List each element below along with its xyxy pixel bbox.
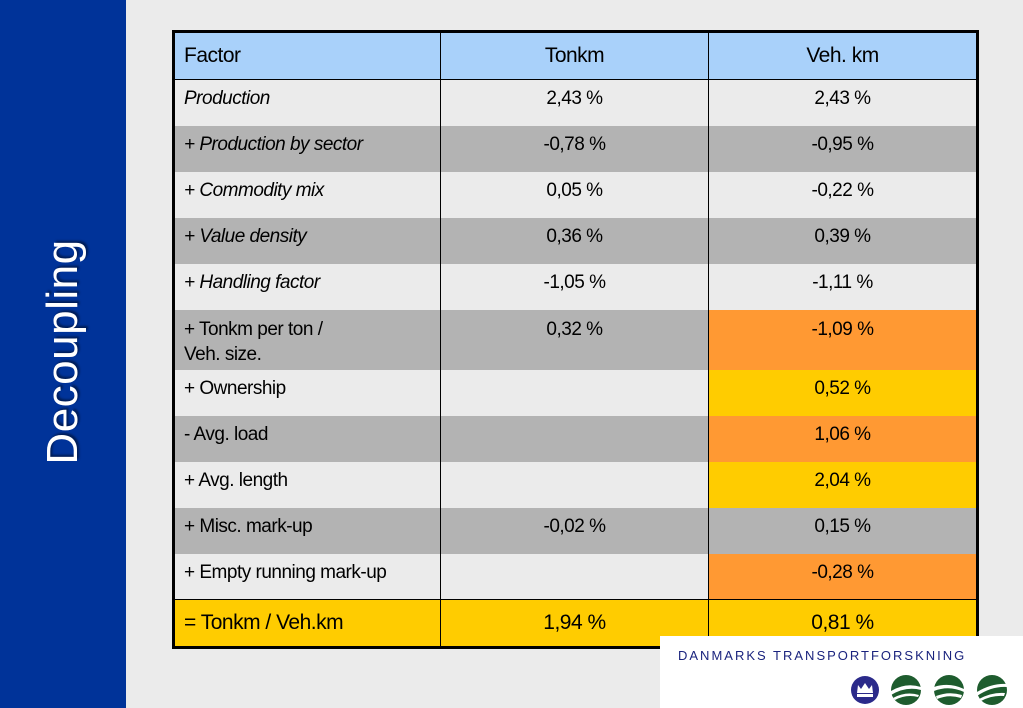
vehkm-cell: -0,22 % — [708, 171, 978, 218]
vehkm-cell-highlight: 2,04 % — [708, 461, 978, 508]
total-tonkm-cell: 1,94 % — [440, 599, 709, 648]
tonkm-cell: -0,02 % — [440, 507, 709, 554]
table-row: + Avg. length 2,04 % — [173, 461, 978, 508]
factor-cell: - Avg. load — [173, 415, 441, 462]
tonkm-cell — [440, 369, 709, 416]
logo-group — [850, 674, 1020, 706]
tonkm-cell: 2,43 % — [440, 79, 709, 126]
header-factor: Factor — [173, 31, 441, 80]
table-total-row: = Tonkm / Veh.km 1,94 % 0,81 % — [173, 599, 978, 648]
factor-line-1: + Tonkm per ton / — [184, 318, 323, 340]
table-row: Production 2,43 % 2,43 % — [173, 79, 978, 126]
tonkm-cell: -0,78 % — [440, 125, 709, 172]
factor-cell: + Value density — [173, 217, 441, 264]
header-vehkm: Veh. km — [708, 31, 978, 80]
vehkm-cell: -1,11 % — [708, 263, 978, 310]
factor-line-2: Veh. size. — [184, 343, 262, 365]
tonkm-cell — [440, 553, 709, 600]
sidebar: Decoupling — [0, 0, 126, 708]
tonkm-cell: 0,32 % — [440, 309, 709, 370]
factor-cell: Production — [173, 79, 441, 126]
factor-cell: + Misc. mark-up — [173, 507, 441, 554]
tonkm-cell — [440, 461, 709, 508]
org-name: DANMARKS TRANSPORTFORSKNING — [678, 648, 967, 663]
factor-cell: + Handling factor — [173, 263, 441, 310]
footer-branding: DANMARKS TRANSPORTFORSKNING — [660, 636, 1023, 708]
table-row: + Tonkm per ton / Veh. size. 0,32 % -1,0… — [173, 309, 978, 370]
total-factor-cell: = Tonkm / Veh.km — [173, 599, 441, 648]
vehkm-cell: 0,15 % — [708, 507, 978, 554]
table-header-row: Factor Tonkm Veh. km — [173, 31, 978, 80]
table-row: - Avg. load 1,06 % — [173, 415, 978, 462]
header-tonkm: Tonkm — [440, 31, 709, 80]
wave-logo-icon — [977, 675, 1007, 705]
tonkm-cell: -1,05 % — [440, 263, 709, 310]
vehkm-cell-highlight: -1,09 % — [708, 309, 978, 370]
table-row: + Ownership 0,52 % — [173, 369, 978, 416]
table-row: + Handling factor -1,05 % -1,11 % — [173, 263, 978, 310]
vehkm-cell: -0,95 % — [708, 125, 978, 172]
table-row: + Production by sector -0,78 % -0,95 % — [173, 125, 978, 172]
vehkm-cell: 2,43 % — [708, 79, 978, 126]
factor-cell: + Production by sector — [173, 125, 441, 172]
crown-emblem-icon — [851, 676, 879, 704]
factor-cell: + Avg. length — [173, 461, 441, 508]
table-row: + Misc. mark-up -0,02 % 0,15 % — [173, 507, 978, 554]
factor-cell: + Tonkm per ton / Veh. size. — [173, 309, 441, 370]
tonkm-cell — [440, 415, 709, 462]
wave-logo-icon — [934, 675, 964, 705]
slide-title: Decoupling — [38, 239, 87, 465]
vehkm-cell-highlight: 1,06 % — [708, 415, 978, 462]
vehkm-cell-highlight: -0,28 % — [708, 553, 978, 600]
decoupling-table: Factor Tonkm Veh. km Production 2,43 % 2… — [172, 30, 979, 649]
table-row: + Commodity mix 0,05 % -0,22 % — [173, 171, 978, 218]
factor-cell: + Commodity mix — [173, 171, 441, 218]
tonkm-cell: 0,36 % — [440, 217, 709, 264]
wave-logo-icon — [891, 675, 921, 705]
vehkm-cell-highlight: 0,52 % — [708, 369, 978, 416]
tonkm-cell: 0,05 % — [440, 171, 709, 218]
factor-cell: + Empty running mark-up — [173, 553, 441, 600]
vehkm-cell: 0,39 % — [708, 217, 978, 264]
table-row: + Value density 0,36 % 0,39 % — [173, 217, 978, 264]
table-row: + Empty running mark-up -0,28 % — [173, 553, 978, 600]
factor-cell: + Ownership — [173, 369, 441, 416]
